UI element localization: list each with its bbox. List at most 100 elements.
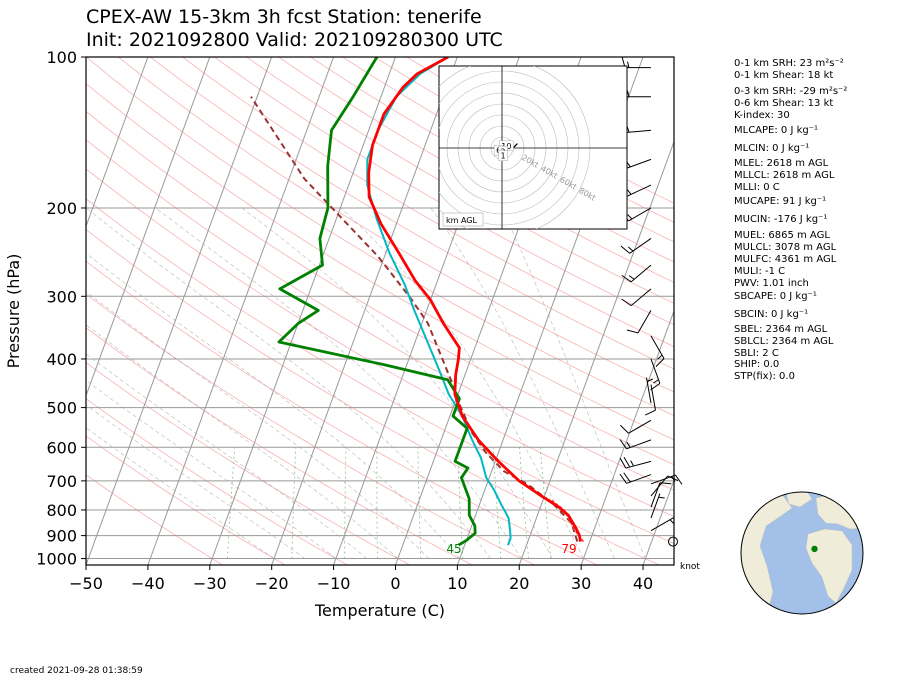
y-tick-label: 900 (46, 527, 77, 546)
index-line: MULCL: 3078 m AGL (734, 242, 837, 253)
index-line: MULI: -1 C (734, 266, 785, 277)
mixing-ratio-line (539, 447, 552, 559)
mixing-ratio-line (417, 447, 422, 559)
moist-adiabat (86, 353, 368, 559)
barb-half (627, 90, 630, 97)
barb-full (621, 298, 632, 307)
barb-staff (650, 335, 665, 359)
y-tick-label: 700 (46, 472, 77, 491)
index-line: MUCIN: -176 J kg⁻¹ (734, 214, 827, 225)
wind-barb (650, 517, 675, 532)
y-tick-label: 300 (46, 287, 77, 306)
dry-adiabat (86, 398, 348, 565)
moist-adiabat (86, 252, 460, 559)
barb-half (646, 378, 654, 382)
x-tick-label: −50 (69, 574, 103, 593)
barb-staff (625, 460, 652, 469)
barb-staff (626, 439, 652, 450)
barb-full (623, 456, 631, 468)
wind-barb (619, 439, 652, 450)
moist-adiabat (86, 427, 275, 559)
station-locator-globe (740, 491, 864, 615)
temperature-profile (367, 57, 582, 542)
index-line: STP(fix): 0.0 (734, 371, 795, 382)
wind-barb (650, 358, 661, 391)
isotherm (209, 57, 396, 565)
moist-adiabat (86, 207, 491, 559)
hodograph-footer-label: km AGL (446, 216, 478, 225)
barb-staff (630, 264, 652, 283)
dry-adiabat (86, 293, 535, 565)
dry-adiabat (246, 57, 674, 304)
x-tick-label: −10 (317, 574, 351, 593)
index-line: MULFC: 4361 m AGL (734, 254, 837, 265)
barb-full (623, 472, 631, 483)
y-axis-label: Pressure (hPa) (4, 254, 23, 369)
wind-barb (621, 264, 652, 283)
dry-adiabat (182, 57, 674, 348)
dry-adiabat (214, 57, 674, 326)
y-tick-label: 200 (46, 199, 77, 218)
dry-adiabat (86, 229, 660, 565)
isotherm (86, 57, 149, 228)
barb-staff (650, 493, 661, 519)
barb-half (626, 189, 632, 195)
surface-temperature-label: 79 (561, 542, 576, 556)
isotherm (580, 309, 674, 565)
hodograph-inset: 20kt40kt60kt80kt10621 km AGL (438, 65, 628, 230)
globe-land-africa (805, 528, 853, 604)
x-axis-label: Temperature (C) (314, 601, 445, 620)
index-line: SBLI: 2 C (734, 348, 779, 359)
wind-barb (620, 238, 652, 254)
barb-full (650, 382, 661, 391)
barb-full (620, 424, 629, 434)
wind-barb (626, 310, 652, 334)
y-axis-ticks: 100 200 300 400 500 600 700 800 900 1000 (36, 48, 86, 569)
barb-full (675, 474, 683, 485)
barb-staff (629, 238, 652, 254)
wind-barbs (619, 56, 683, 547)
barb-staff (628, 419, 652, 434)
created-timestamp: created 2021-09-28 01:38:59 (10, 666, 143, 675)
y-tick-label: 800 (46, 501, 77, 520)
wind-barb (650, 335, 665, 367)
wind-barb (620, 419, 652, 434)
x-tick-label: −20 (255, 574, 289, 593)
barb-half (627, 246, 634, 252)
barb-staff (650, 517, 674, 532)
hodograph-height-box (498, 150, 508, 161)
mixing-ratio-line (344, 447, 347, 559)
mixing-ratio-line (492, 447, 502, 559)
dry-adiabat (310, 57, 674, 263)
x-axis-ticks: −50 −40 −30 −20 −10 0 10 20 30 40 (69, 565, 653, 593)
y-tick-label: 1000 (36, 550, 77, 569)
chart-title-line2: Init: 2021092800 Valid: 202109280300 UTC (86, 29, 503, 51)
hodograph-frame (438, 65, 628, 230)
barb-staff (637, 310, 652, 334)
wind-barb (621, 288, 652, 307)
barb-half (657, 354, 663, 360)
x-tick-label: 30 (571, 574, 591, 593)
index-line: 0-6 km Shear: 13 kt (734, 98, 833, 109)
mixing-ratio-line (376, 447, 378, 559)
sounding-profiles (250, 57, 585, 547)
index-line: SBLCL: 2364 m AGL (734, 336, 834, 347)
index-line: SBCIN: 0 J kg⁻¹ (734, 309, 808, 320)
barb-half (627, 214, 633, 220)
index-line: PWV: 1.01 inch (734, 278, 809, 289)
index-line: SBEL: 2364 m AGL (734, 324, 828, 335)
globe-outline (740, 491, 864, 615)
barb-staff (628, 207, 652, 222)
y-tick-label: 600 (46, 438, 77, 457)
index-line: MUEL: 6865 m AGL (734, 230, 830, 241)
dry-adiabat (118, 57, 674, 393)
stability-indices-panel: 0-1 km SRH: 23 m²s⁻²0-1 km Shear: 18 kt 0… (734, 58, 847, 382)
y-tick-label: 500 (46, 399, 77, 418)
moist-adiabat (241, 207, 553, 559)
barb-half (658, 496, 665, 499)
barb-staff (625, 129, 652, 134)
index-line: MLCAPE: 0 J kg⁻¹ (734, 125, 818, 136)
wind-barb (650, 474, 683, 485)
y-tick-label: 100 (46, 48, 77, 67)
